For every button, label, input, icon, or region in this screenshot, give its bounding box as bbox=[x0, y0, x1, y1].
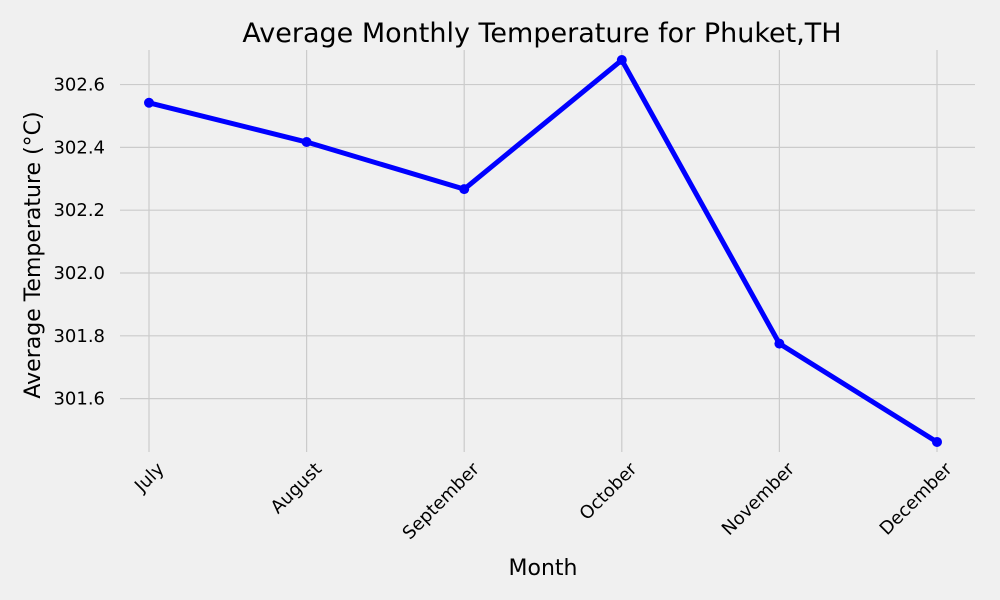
x-tick-label: December bbox=[876, 458, 957, 539]
x-tick-label: August bbox=[267, 459, 326, 518]
grid bbox=[120, 50, 975, 452]
chart-title: Average Monthly Temperature for Phuket,T… bbox=[242, 18, 841, 49]
series-markers bbox=[144, 55, 942, 447]
y-axis-ticks: 301.6 301.8 302.0 302.2 302.4 302.6 bbox=[53, 75, 105, 410]
data-point bbox=[774, 338, 785, 349]
data-point bbox=[616, 55, 627, 66]
data-point bbox=[459, 184, 470, 195]
y-tick-label: 302.4 bbox=[53, 137, 105, 158]
y-tick-label: 301.6 bbox=[53, 389, 105, 410]
x-tick-label: July bbox=[130, 458, 169, 497]
y-tick-label: 302.2 bbox=[53, 200, 105, 221]
y-tick-label: 301.8 bbox=[53, 326, 105, 347]
data-point bbox=[932, 436, 942, 447]
x-tick-label: November bbox=[718, 458, 799, 539]
data-point bbox=[301, 137, 312, 148]
y-tick-label: 302.0 bbox=[53, 263, 105, 284]
series-line bbox=[146, 57, 940, 445]
x-axis-ticks: July August September October November Decemb… bbox=[130, 458, 957, 544]
x-tick-label: October bbox=[576, 458, 642, 524]
y-axis-label: Average Temperature (°C) bbox=[21, 111, 46, 398]
x-tick-label: September bbox=[399, 458, 485, 544]
x-axis-label: Month bbox=[509, 556, 578, 581]
data-point bbox=[144, 97, 154, 108]
y-tick-label: 302.6 bbox=[53, 75, 105, 96]
